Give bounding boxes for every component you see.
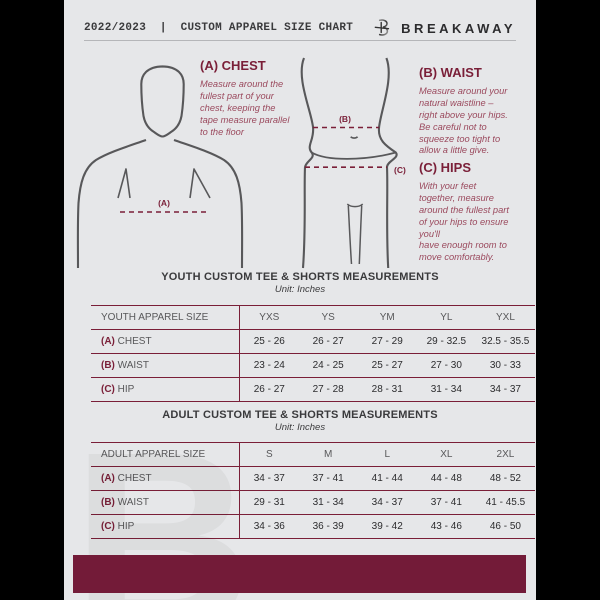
- svg-text:(C): (C): [394, 165, 406, 175]
- svg-text:(B): (B): [339, 114, 351, 124]
